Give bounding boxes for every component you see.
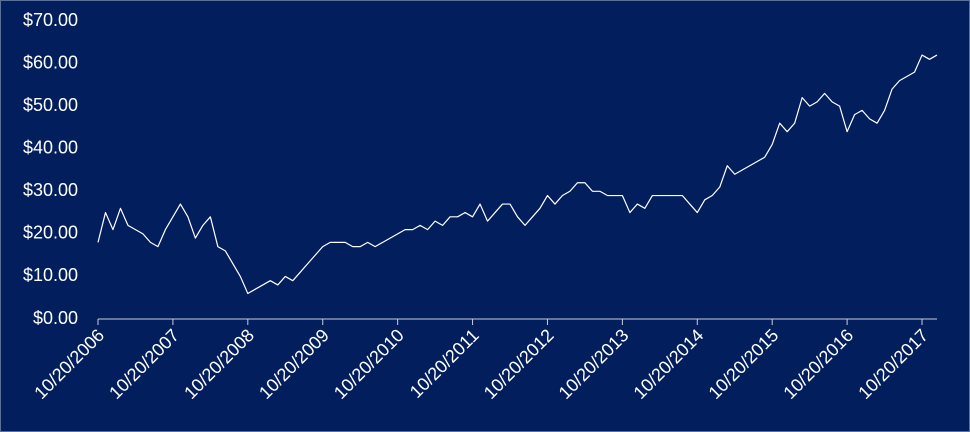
y-tick-label: $10.00 bbox=[23, 265, 78, 285]
y-tick-label: $40.00 bbox=[23, 137, 78, 157]
y-tick-label: $70.00 bbox=[23, 10, 78, 30]
y-tick-label: $60.00 bbox=[23, 52, 78, 72]
y-tick-label: $20.00 bbox=[23, 223, 78, 243]
price-line bbox=[97, 54, 938, 295]
y-tick-label: $30.00 bbox=[23, 180, 78, 200]
y-tick-label: $0.00 bbox=[33, 308, 78, 328]
y-tick-label: $50.00 bbox=[23, 95, 78, 115]
